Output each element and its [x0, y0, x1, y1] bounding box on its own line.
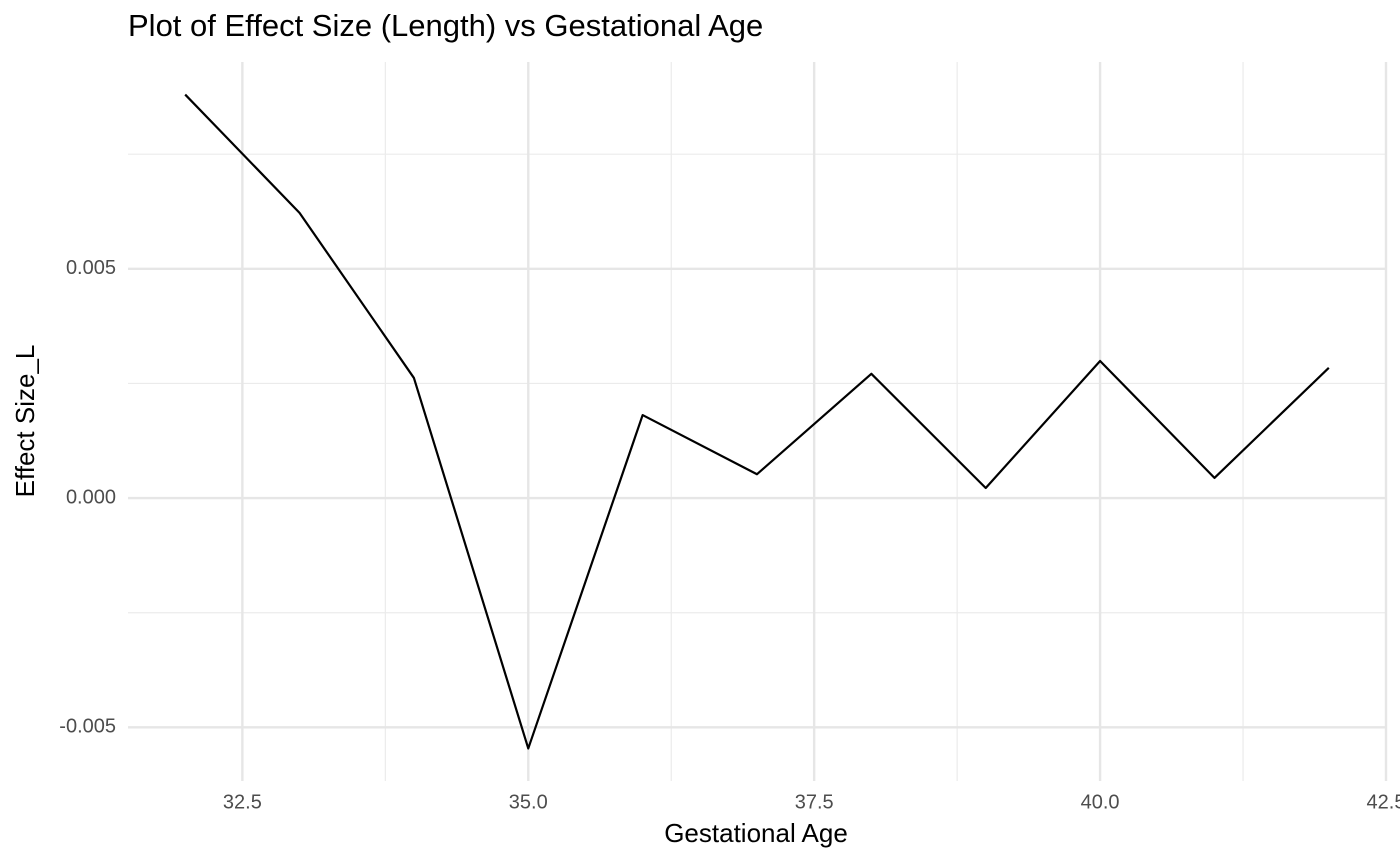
x-tick-label: 37.5: [795, 791, 834, 813]
y-tick-label: 0.000: [66, 486, 116, 508]
grid: [128, 62, 1388, 781]
y-tick-label: -0.005: [59, 716, 116, 738]
y-axis-title: Effect Size_L: [10, 345, 40, 498]
y-tick-label: 0.005: [66, 257, 116, 279]
x-axis-title: Gestational Age: [664, 818, 848, 848]
x-tick-label: 40.0: [1081, 791, 1120, 813]
chart-title: Plot of Effect Size (Length) vs Gestatio…: [128, 8, 763, 43]
x-tick-label: 32.5: [223, 791, 262, 813]
x-tick-label: 42.5: [1367, 791, 1400, 813]
x-tick-label: 35.0: [509, 791, 548, 813]
data-line: [184, 93, 1330, 750]
